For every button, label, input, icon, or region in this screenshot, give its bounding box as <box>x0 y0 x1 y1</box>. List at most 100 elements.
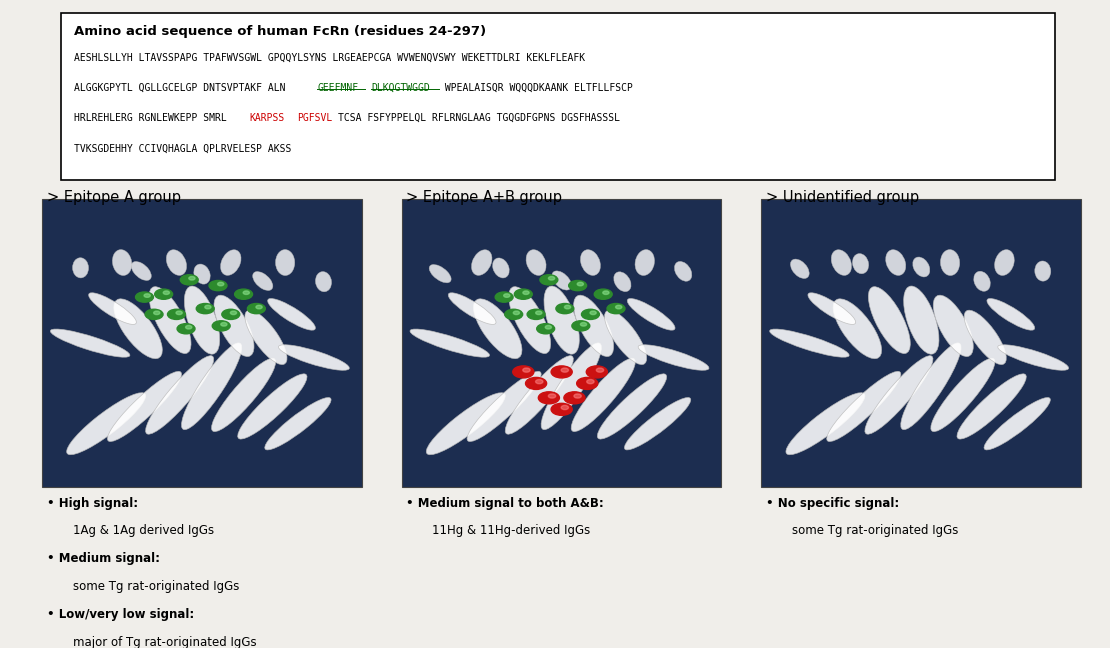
Circle shape <box>551 403 573 415</box>
Circle shape <box>527 309 545 319</box>
Text: > Epitope A group: > Epitope A group <box>47 190 181 205</box>
Ellipse shape <box>834 299 881 358</box>
Text: PGFSVL: PGFSVL <box>297 113 332 123</box>
Circle shape <box>562 406 568 410</box>
Circle shape <box>145 309 163 319</box>
Text: TVKSGDEHHY CCIVQHAGLA QPLRVELESP AKSS: TVKSGDEHHY CCIVQHAGLA QPLRVELESP AKSS <box>74 144 292 154</box>
Circle shape <box>568 281 586 291</box>
Text: some Tg rat-originated IgGs: some Tg rat-originated IgGs <box>58 580 239 593</box>
Ellipse shape <box>279 345 350 370</box>
Circle shape <box>551 366 573 378</box>
Text: 11Hg & 11Hg-derived IgGs: 11Hg & 11Hg-derived IgGs <box>417 524 591 537</box>
Text: • Medium signal to both A&B:: • Medium signal to both A&B: <box>406 496 604 509</box>
Ellipse shape <box>675 261 692 281</box>
Ellipse shape <box>638 345 709 370</box>
Circle shape <box>168 309 185 319</box>
Circle shape <box>513 366 534 378</box>
Circle shape <box>144 294 150 297</box>
Ellipse shape <box>786 393 865 455</box>
Text: 1Ag & 1Ag derived IgGs: 1Ag & 1Ag derived IgGs <box>58 524 214 537</box>
Ellipse shape <box>253 272 273 290</box>
Circle shape <box>591 311 596 315</box>
Ellipse shape <box>827 371 901 441</box>
Ellipse shape <box>410 329 490 357</box>
Circle shape <box>582 309 599 319</box>
Circle shape <box>574 394 582 398</box>
Circle shape <box>538 392 559 404</box>
Ellipse shape <box>181 343 242 430</box>
Ellipse shape <box>574 295 614 356</box>
FancyBboxPatch shape <box>42 199 362 487</box>
Ellipse shape <box>221 249 241 275</box>
Circle shape <box>607 303 625 314</box>
Ellipse shape <box>166 249 186 275</box>
Ellipse shape <box>474 299 522 358</box>
Ellipse shape <box>467 371 542 441</box>
Ellipse shape <box>315 272 332 292</box>
Ellipse shape <box>265 397 331 450</box>
Ellipse shape <box>614 272 630 292</box>
Circle shape <box>603 291 609 294</box>
Circle shape <box>176 311 182 315</box>
Ellipse shape <box>541 343 602 430</box>
Circle shape <box>537 323 555 334</box>
Circle shape <box>545 325 552 329</box>
Text: > Unidentified group: > Unidentified group <box>766 190 919 205</box>
Ellipse shape <box>597 374 667 439</box>
Ellipse shape <box>965 310 1007 365</box>
Circle shape <box>514 289 533 299</box>
Circle shape <box>231 311 236 315</box>
Ellipse shape <box>973 272 990 292</box>
Ellipse shape <box>448 293 496 325</box>
Circle shape <box>204 305 211 309</box>
Text: some Tg rat-originated IgGs: some Tg rat-originated IgGs <box>777 524 958 537</box>
Text: TCSA FSFYPPELQL RFLRNGLAAG TGQGDFGPNS DGSFHASSSL: TCSA FSFYPPELQL RFLRNGLAAG TGQGDFGPNS DG… <box>337 113 619 123</box>
FancyBboxPatch shape <box>61 13 1054 180</box>
Circle shape <box>222 309 240 319</box>
Text: HRLREHLERG RGNLEWKEPP SMRL: HRLREHLERG RGNLEWKEPP SMRL <box>74 113 228 123</box>
Circle shape <box>564 392 585 404</box>
Circle shape <box>504 294 509 297</box>
Text: > Epitope A+B group: > Epitope A+B group <box>406 190 563 205</box>
Circle shape <box>196 303 214 314</box>
Ellipse shape <box>790 259 809 279</box>
Text: • Low/very low signal:: • Low/very low signal: <box>47 608 194 621</box>
FancyBboxPatch shape <box>402 199 722 487</box>
Ellipse shape <box>605 310 647 365</box>
Text: • No specific signal:: • No specific signal: <box>766 496 899 509</box>
Ellipse shape <box>50 329 130 357</box>
Circle shape <box>513 311 519 315</box>
Ellipse shape <box>985 397 1050 450</box>
Ellipse shape <box>145 356 214 434</box>
Circle shape <box>135 292 153 302</box>
Ellipse shape <box>868 286 910 354</box>
Ellipse shape <box>430 264 451 283</box>
Ellipse shape <box>572 358 635 432</box>
Circle shape <box>185 325 192 329</box>
Circle shape <box>581 323 587 326</box>
Circle shape <box>189 277 195 280</box>
Circle shape <box>209 281 226 291</box>
Circle shape <box>523 291 529 294</box>
Circle shape <box>577 377 598 389</box>
Circle shape <box>525 377 546 389</box>
Text: ALGGKGPYTL QGLLGCELGP DNTSVPTAKF ALN: ALGGKGPYTL QGLLGCELGP DNTSVPTAKF ALN <box>74 83 286 93</box>
Text: DLKQGTWGGD: DLKQGTWGGD <box>372 83 430 93</box>
Text: KARPSS: KARPSS <box>250 113 285 123</box>
Ellipse shape <box>1035 261 1051 281</box>
Circle shape <box>234 289 253 299</box>
FancyBboxPatch shape <box>761 199 1081 487</box>
Ellipse shape <box>769 329 849 357</box>
Ellipse shape <box>505 356 574 434</box>
Circle shape <box>248 303 265 314</box>
Circle shape <box>154 289 173 299</box>
Ellipse shape <box>194 264 210 284</box>
Circle shape <box>577 283 584 286</box>
Text: • Medium signal:: • Medium signal: <box>47 552 160 565</box>
Circle shape <box>536 311 542 315</box>
Circle shape <box>505 309 523 319</box>
Ellipse shape <box>635 249 655 275</box>
Ellipse shape <box>149 286 191 354</box>
Circle shape <box>539 275 558 285</box>
Circle shape <box>556 303 574 314</box>
